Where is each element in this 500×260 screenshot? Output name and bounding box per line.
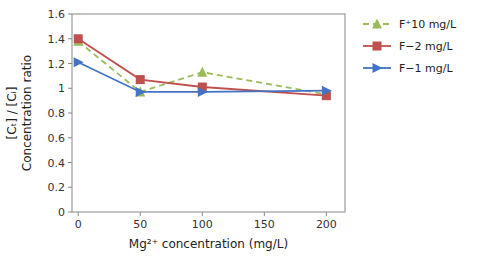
y-tick-label: 1.2 bbox=[48, 58, 66, 71]
point-marker bbox=[322, 86, 332, 96]
y-tick-label: 0.2 bbox=[48, 181, 66, 194]
plot-marks bbox=[73, 34, 332, 100]
y-tick bbox=[68, 88, 72, 89]
x-tick bbox=[140, 212, 141, 216]
x-tick bbox=[264, 212, 265, 216]
series-line bbox=[78, 39, 326, 96]
x-tick-label: 100 bbox=[192, 218, 213, 231]
y-tick-label: 1.4 bbox=[48, 33, 66, 46]
x-tick-label: 0 bbox=[75, 218, 82, 231]
point-marker bbox=[136, 87, 146, 97]
y-tick bbox=[68, 113, 72, 114]
y-tick bbox=[68, 137, 72, 138]
legend-marker bbox=[372, 19, 382, 29]
y-axis-label: [Cₜ] / [Cᵢ] bbox=[5, 87, 19, 140]
y-tick-label: 0.6 bbox=[48, 132, 66, 145]
x-tick-label: 150 bbox=[254, 218, 275, 231]
x-tick bbox=[78, 212, 79, 216]
y-tick-label: 0.8 bbox=[48, 107, 66, 120]
legend-label: F−1 mg/L bbox=[399, 62, 453, 75]
y-tick bbox=[68, 187, 72, 188]
y-tick bbox=[68, 212, 72, 213]
legend-label: F⁺10 mg/L bbox=[399, 18, 457, 31]
series-line bbox=[78, 62, 326, 92]
y-tick-label: 0 bbox=[58, 206, 65, 219]
plot-frame bbox=[72, 14, 345, 212]
y-tick bbox=[68, 14, 72, 15]
chart: 0 0.2 0.4 0.6 0.8 1 1.2 1.4 1.6 0 50 100 150 200 Mg²⁺ … bbox=[0, 0, 500, 260]
point-marker bbox=[74, 57, 84, 67]
legend-marker bbox=[373, 42, 382, 51]
series-line bbox=[78, 41, 326, 94]
y-tick-label: 1 bbox=[58, 82, 65, 95]
point-marker bbox=[74, 34, 83, 43]
x-tick-label: 200 bbox=[316, 218, 337, 231]
y-axis-label: Concentration ratio bbox=[20, 55, 34, 171]
legend: F⁺10 mg/L F−2 mg/L F−1 mg/L bbox=[363, 18, 457, 75]
y-tick-label: 1.6 bbox=[48, 8, 66, 21]
y-tick bbox=[68, 162, 72, 163]
legend-label: F−2 mg/L bbox=[399, 40, 453, 53]
legend-marker bbox=[373, 63, 383, 73]
x-tick-label: 50 bbox=[133, 218, 147, 231]
point-marker bbox=[197, 67, 207, 77]
y-tick-label: 0.4 bbox=[48, 157, 66, 170]
x-tick bbox=[202, 212, 203, 216]
point-marker bbox=[198, 87, 208, 97]
point-marker bbox=[135, 86, 145, 96]
x-axis-label: Mg²⁺ concentration (mg/L) bbox=[129, 237, 288, 251]
y-tick bbox=[68, 63, 72, 64]
y-tick bbox=[68, 38, 72, 39]
point-marker bbox=[136, 75, 145, 84]
x-tick bbox=[326, 212, 327, 216]
